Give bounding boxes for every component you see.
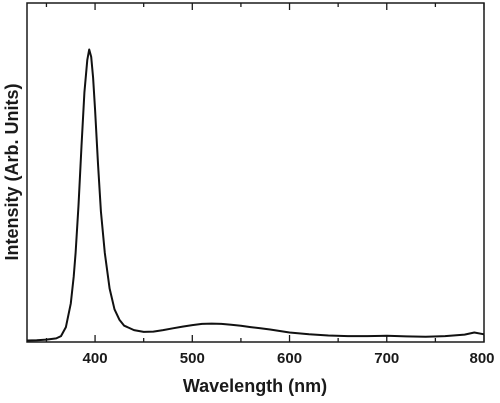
x-tick-labels: 400 500 600 700 800 bbox=[83, 350, 495, 367]
y-axis-title: Intensity (Arb. Units) bbox=[2, 83, 22, 260]
series-line bbox=[26, 48, 485, 342]
x-tick-label: 500 bbox=[180, 350, 205, 367]
x-axis-title: Wavelength (nm) bbox=[183, 376, 327, 396]
x-tick-label: 800 bbox=[469, 350, 494, 367]
x-tick-label: 700 bbox=[374, 350, 399, 367]
tick-marks bbox=[45, 3, 485, 342]
plot-frame bbox=[26, 2, 485, 343]
x-tick-label: 600 bbox=[277, 350, 302, 367]
x-tick-label: 400 bbox=[83, 350, 108, 367]
